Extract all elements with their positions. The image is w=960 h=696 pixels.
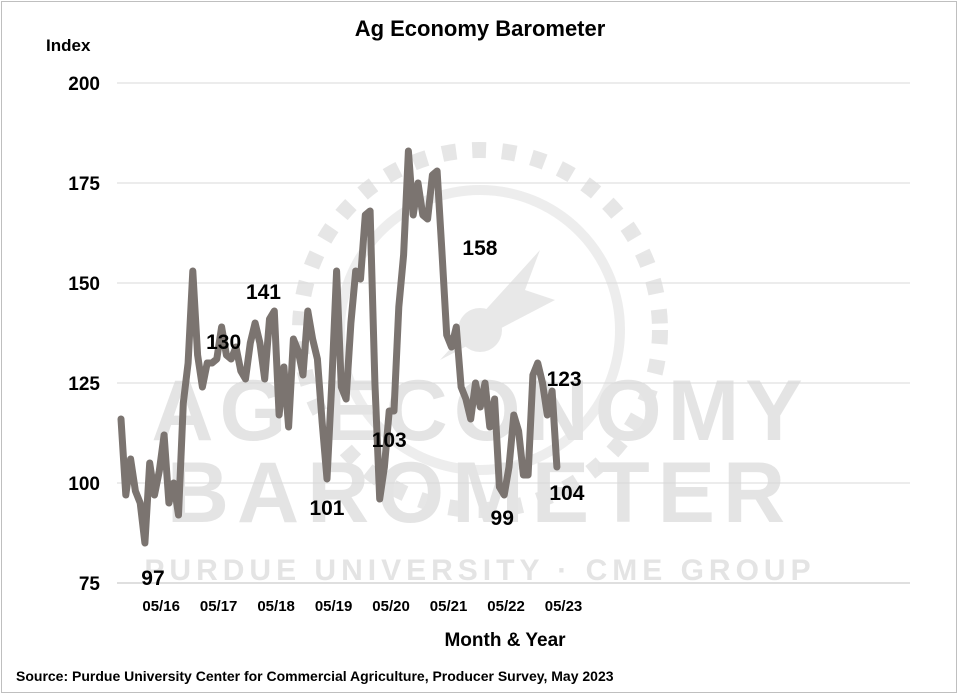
x-tick-labels: 05/16 05/17 05/18 05/19 05/20 05/21 05/22 05/23 <box>142 598 582 615</box>
x-tick-label: 05/21 <box>430 598 468 615</box>
data-label: 99 <box>491 507 514 530</box>
chart-title: Ag Economy Barometer <box>354 16 606 41</box>
watermark-credit: PURDUE UNIVERSITY · CME GROUP <box>144 554 815 587</box>
data-label: 97 <box>141 567 164 590</box>
series-group <box>117 147 561 547</box>
data-label: 158 <box>462 237 497 260</box>
watermark-subtitle: BAROMETER <box>167 445 793 541</box>
y-tick-label: 100 <box>68 474 100 495</box>
x-tick-label: 05/18 <box>257 598 295 615</box>
watermark-title: AG ECONOMY <box>151 363 808 459</box>
data-label: 130 <box>206 331 241 354</box>
x-axis-label: Month & Year <box>444 630 566 651</box>
x-tick-label: 05/16 <box>142 598 180 615</box>
data-label: 141 <box>246 281 281 304</box>
x-tick-label: 05/22 <box>487 598 525 615</box>
gridlines <box>117 82 910 584</box>
x-tick-label: 05/17 <box>200 598 238 615</box>
y-axis-label: Index <box>46 36 91 55</box>
data-label: 104 <box>549 482 584 505</box>
y-tick-label: 75 <box>79 574 101 595</box>
y-tick-label: 150 <box>68 274 100 295</box>
y-tick-label: 175 <box>68 174 100 195</box>
y-tick-label: 125 <box>68 374 100 395</box>
x-tick-label: 05/23 <box>545 598 583 615</box>
data-label: 103 <box>372 429 407 452</box>
y-tick-label: 200 <box>68 74 100 95</box>
x-tick-label: 05/20 <box>372 598 410 615</box>
data-labels: 97 130 141 101 103 158 99 123 104 <box>141 237 584 590</box>
data-label: 101 <box>309 497 344 520</box>
series-line <box>117 147 561 547</box>
source-note: Source: Purdue University Center for Com… <box>16 668 614 684</box>
x-tick-label: 05/19 <box>315 598 353 615</box>
data-label: 123 <box>547 368 582 391</box>
y-tick-labels: 75 100 125 150 175 200 <box>68 74 100 595</box>
